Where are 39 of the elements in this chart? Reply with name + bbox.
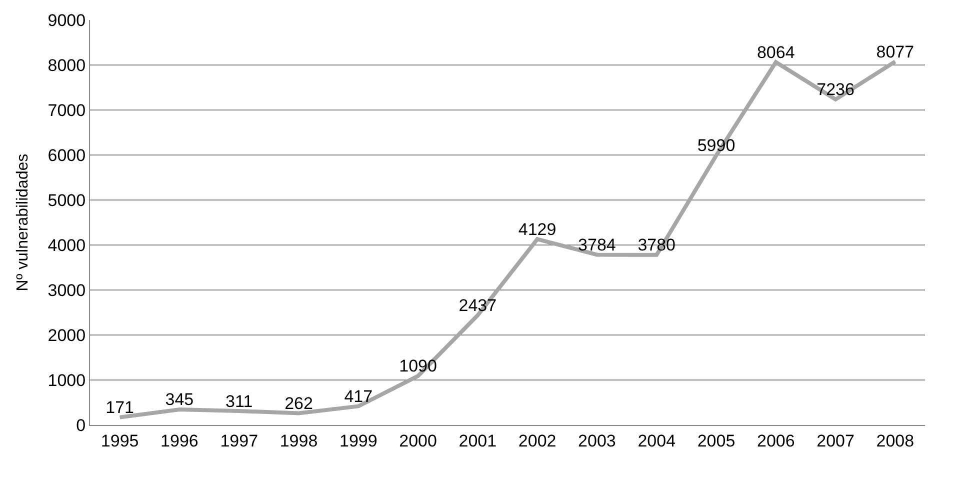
x-tick-label: 1998 xyxy=(280,431,318,450)
data-label: 171 xyxy=(106,398,134,418)
x-tick-label: 1997 xyxy=(220,431,258,450)
x-tick-label: 1999 xyxy=(339,431,378,450)
data-label: 417 xyxy=(344,386,373,406)
x-tick-label: 1996 xyxy=(160,431,198,450)
y-tick-label: 1000 xyxy=(48,370,86,390)
data-label: 3780 xyxy=(638,236,676,255)
x-tick-label: 2000 xyxy=(399,431,437,450)
y-axis-title: Nº vulnerabilidades xyxy=(14,154,32,292)
y-tick-label: 3000 xyxy=(48,280,86,300)
data-label: 8077 xyxy=(876,42,914,62)
data-label: 2437 xyxy=(458,296,497,316)
x-tick-label: 1995 xyxy=(100,431,139,450)
y-tick-label: 6000 xyxy=(48,146,86,165)
data-label: 4129 xyxy=(518,220,556,239)
data-label: 7236 xyxy=(816,80,854,100)
x-tick-label: 2008 xyxy=(876,431,914,450)
x-tick-label: 2002 xyxy=(518,431,556,450)
y-tick-label: 5000 xyxy=(48,190,86,210)
data-label: 5990 xyxy=(697,136,736,156)
x-tick-label: 2006 xyxy=(756,431,795,450)
x-tick-label: 2001 xyxy=(458,431,497,450)
data-label: 311 xyxy=(226,392,253,411)
y-tick-label: 7000 xyxy=(48,100,86,120)
x-tick-label: 2004 xyxy=(638,431,676,450)
x-tick-label: 2007 xyxy=(816,431,854,450)
data-label: 345 xyxy=(165,390,194,410)
data-label: 1090 xyxy=(399,356,437,376)
x-tick-label: 2003 xyxy=(578,431,616,450)
data-label: 262 xyxy=(284,394,313,413)
x-tick-label: 2005 xyxy=(697,431,736,450)
y-tick-label: 4000 xyxy=(48,236,86,255)
y-tick-label: 0 xyxy=(76,416,86,435)
y-tick-label: 8000 xyxy=(48,56,86,75)
data-label: 8064 xyxy=(756,42,795,62)
data-label: 3784 xyxy=(578,235,616,254)
y-tick-label: 9000 xyxy=(48,10,86,30)
y-tick-label: 2000 xyxy=(48,326,86,345)
